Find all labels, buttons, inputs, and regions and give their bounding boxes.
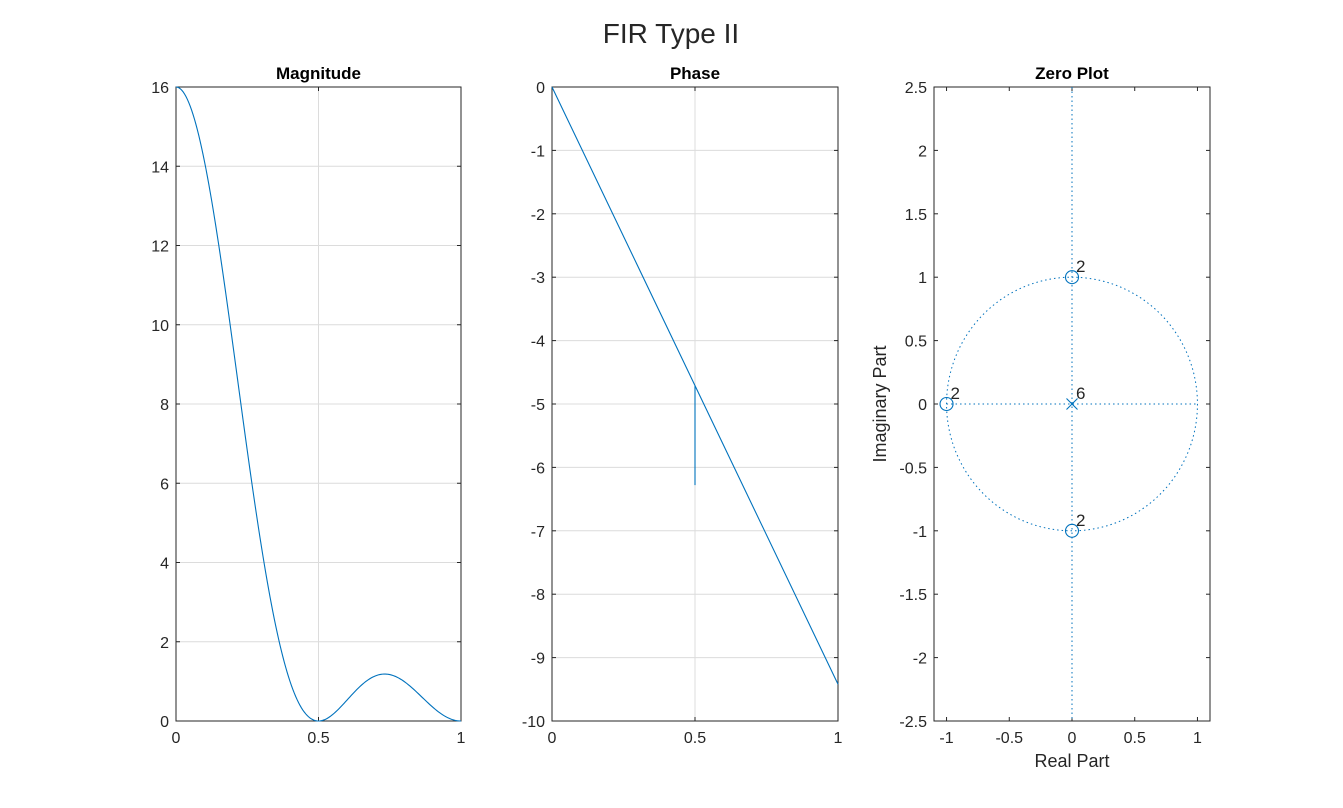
y-tick-label: -2	[913, 651, 927, 668]
x-tick-label: 1	[1193, 730, 1202, 747]
zero-plot[interactable]: -1 -0.5 0 0.5 1 2.5 2 1.5 1 0.5 0 -0.5 -1 -1.5 -2 -2.5 Z…	[870, 64, 1211, 771]
y-tick-label: -8	[531, 587, 545, 604]
y-tick-label: 2	[918, 143, 927, 160]
y-tick-label: -2.5	[899, 714, 927, 731]
axes-title: Zero Plot	[1035, 64, 1109, 83]
zero-multiplicity-label: 2	[1076, 257, 1085, 276]
zero-marker	[939, 396, 954, 412]
y-tick-label: -7	[531, 524, 545, 541]
x-tick-label: 0.5	[1124, 730, 1146, 747]
y-tick-label: -4	[531, 334, 545, 351]
y-tick-label: 6	[160, 476, 169, 493]
y-tick-label: 0	[536, 80, 545, 97]
zero-marker	[1064, 270, 1080, 285]
phase-plot[interactable]: 0 0.5 1 0 -1 -2 -3 -4 -5 -6 -7 -8 -9 -10 Phase	[522, 64, 843, 747]
x-tick-label: 0.5	[307, 730, 329, 747]
y-tick-label: -1	[913, 524, 927, 541]
y-tick-label: 2	[160, 635, 169, 652]
y-tick-label: 4	[160, 556, 169, 573]
y-tick-label: 0	[160, 714, 169, 731]
x-tick-label: -1	[939, 730, 953, 747]
x-tick-label: 0.5	[684, 730, 706, 747]
x-tick-label: 1	[457, 730, 466, 747]
y-tick-label: -6	[531, 460, 545, 477]
x-tick-label: 0	[548, 730, 557, 747]
series-line	[551, 86, 839, 685]
y-axis-label: Imaginary Part	[870, 345, 890, 462]
pole-marker	[1066, 398, 1078, 410]
y-tick-label: -2	[531, 207, 545, 224]
x-tick-label: 0	[172, 730, 181, 747]
y-tick-label: 12	[151, 239, 169, 256]
figure-title: FIR Type II	[603, 18, 739, 49]
y-tick-label: -3	[531, 270, 545, 287]
zero-multiplicity-label: 2	[1076, 511, 1085, 530]
y-tick-label: -1	[531, 143, 545, 160]
y-tick-label: 10	[151, 318, 169, 335]
y-tick-label: 8	[160, 397, 169, 414]
zero-marker	[1064, 523, 1080, 538]
x-tick-label: 1	[834, 730, 843, 747]
y-tick-label: 0	[918, 397, 927, 414]
x-tick-label: -0.5	[995, 730, 1023, 747]
zero-multiplicity-label: 2	[951, 384, 960, 403]
series-line	[175, 86, 462, 722]
y-tick-label: 16	[151, 80, 169, 97]
x-axis-label: Real Part	[1034, 751, 1109, 771]
y-tick-label: 0.5	[905, 334, 927, 351]
y-tick-label: -1.5	[899, 587, 927, 604]
y-tick-label: 1	[918, 270, 927, 287]
x-tick-label: 0	[1068, 730, 1077, 747]
y-tick-label: 14	[151, 159, 169, 176]
axes-title: Magnitude	[276, 64, 361, 83]
axes-title: Phase	[670, 64, 720, 83]
y-tick-label: -0.5	[899, 460, 927, 477]
y-tick-label: -5	[531, 397, 545, 414]
y-tick-label: 1.5	[905, 207, 927, 224]
y-tick-label: 2.5	[905, 80, 927, 97]
y-tick-label: -9	[531, 651, 545, 668]
y-tick-label: -10	[522, 714, 545, 731]
pole-multiplicity-label: 6	[1076, 384, 1085, 403]
